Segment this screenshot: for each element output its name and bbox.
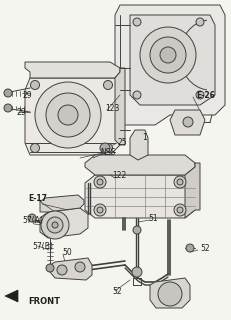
Circle shape [132, 18, 140, 26]
Circle shape [103, 143, 112, 153]
Polygon shape [5, 290, 18, 302]
Circle shape [182, 117, 192, 127]
Circle shape [132, 91, 140, 99]
Text: NSS: NSS [100, 148, 115, 156]
Circle shape [57, 265, 67, 275]
Text: 51: 51 [147, 213, 157, 222]
Circle shape [103, 81, 112, 90]
Circle shape [100, 143, 109, 153]
Circle shape [30, 81, 39, 90]
Polygon shape [115, 68, 125, 145]
Circle shape [46, 93, 90, 137]
Text: 123: 123 [105, 103, 119, 113]
Text: 50: 50 [62, 247, 71, 257]
Circle shape [157, 282, 181, 306]
Text: 52: 52 [199, 244, 209, 252]
Circle shape [58, 105, 78, 125]
Circle shape [47, 217, 63, 233]
Polygon shape [129, 15, 214, 105]
Text: 29: 29 [22, 91, 31, 100]
Circle shape [195, 18, 203, 26]
Text: 57(A): 57(A) [22, 215, 43, 225]
Polygon shape [184, 163, 199, 218]
Text: E-17: E-17 [28, 194, 47, 203]
Circle shape [4, 104, 12, 112]
Polygon shape [149, 278, 189, 308]
Polygon shape [40, 208, 88, 238]
Text: 1: 1 [141, 132, 146, 141]
Text: 122: 122 [112, 171, 126, 180]
Circle shape [159, 47, 175, 63]
Circle shape [131, 267, 141, 277]
Circle shape [97, 179, 103, 185]
Text: E-26: E-26 [195, 91, 214, 100]
Text: FRONT: FRONT [28, 298, 60, 307]
Circle shape [30, 143, 39, 153]
Text: 25: 25 [118, 138, 127, 147]
Circle shape [139, 27, 195, 83]
Circle shape [176, 207, 182, 213]
Polygon shape [40, 195, 84, 212]
Circle shape [94, 204, 106, 216]
Text: 52: 52 [112, 287, 121, 297]
Circle shape [173, 204, 185, 216]
Polygon shape [85, 155, 194, 175]
Circle shape [97, 207, 103, 213]
Circle shape [176, 179, 182, 185]
Text: 57(B): 57(B) [32, 242, 53, 251]
Circle shape [35, 82, 100, 148]
Circle shape [52, 222, 58, 228]
Text: 29: 29 [16, 108, 25, 116]
Circle shape [28, 214, 36, 222]
Circle shape [149, 37, 185, 73]
Polygon shape [25, 62, 119, 78]
Circle shape [41, 211, 69, 239]
Circle shape [185, 244, 193, 252]
Polygon shape [129, 130, 147, 160]
Circle shape [94, 176, 106, 188]
Circle shape [46, 264, 54, 272]
Polygon shape [50, 258, 92, 280]
Circle shape [173, 176, 185, 188]
Polygon shape [25, 78, 119, 155]
Polygon shape [169, 110, 204, 135]
Circle shape [4, 89, 12, 97]
Polygon shape [115, 5, 224, 125]
Circle shape [132, 226, 140, 234]
Circle shape [75, 262, 85, 272]
Polygon shape [85, 175, 194, 218]
Circle shape [195, 91, 203, 99]
